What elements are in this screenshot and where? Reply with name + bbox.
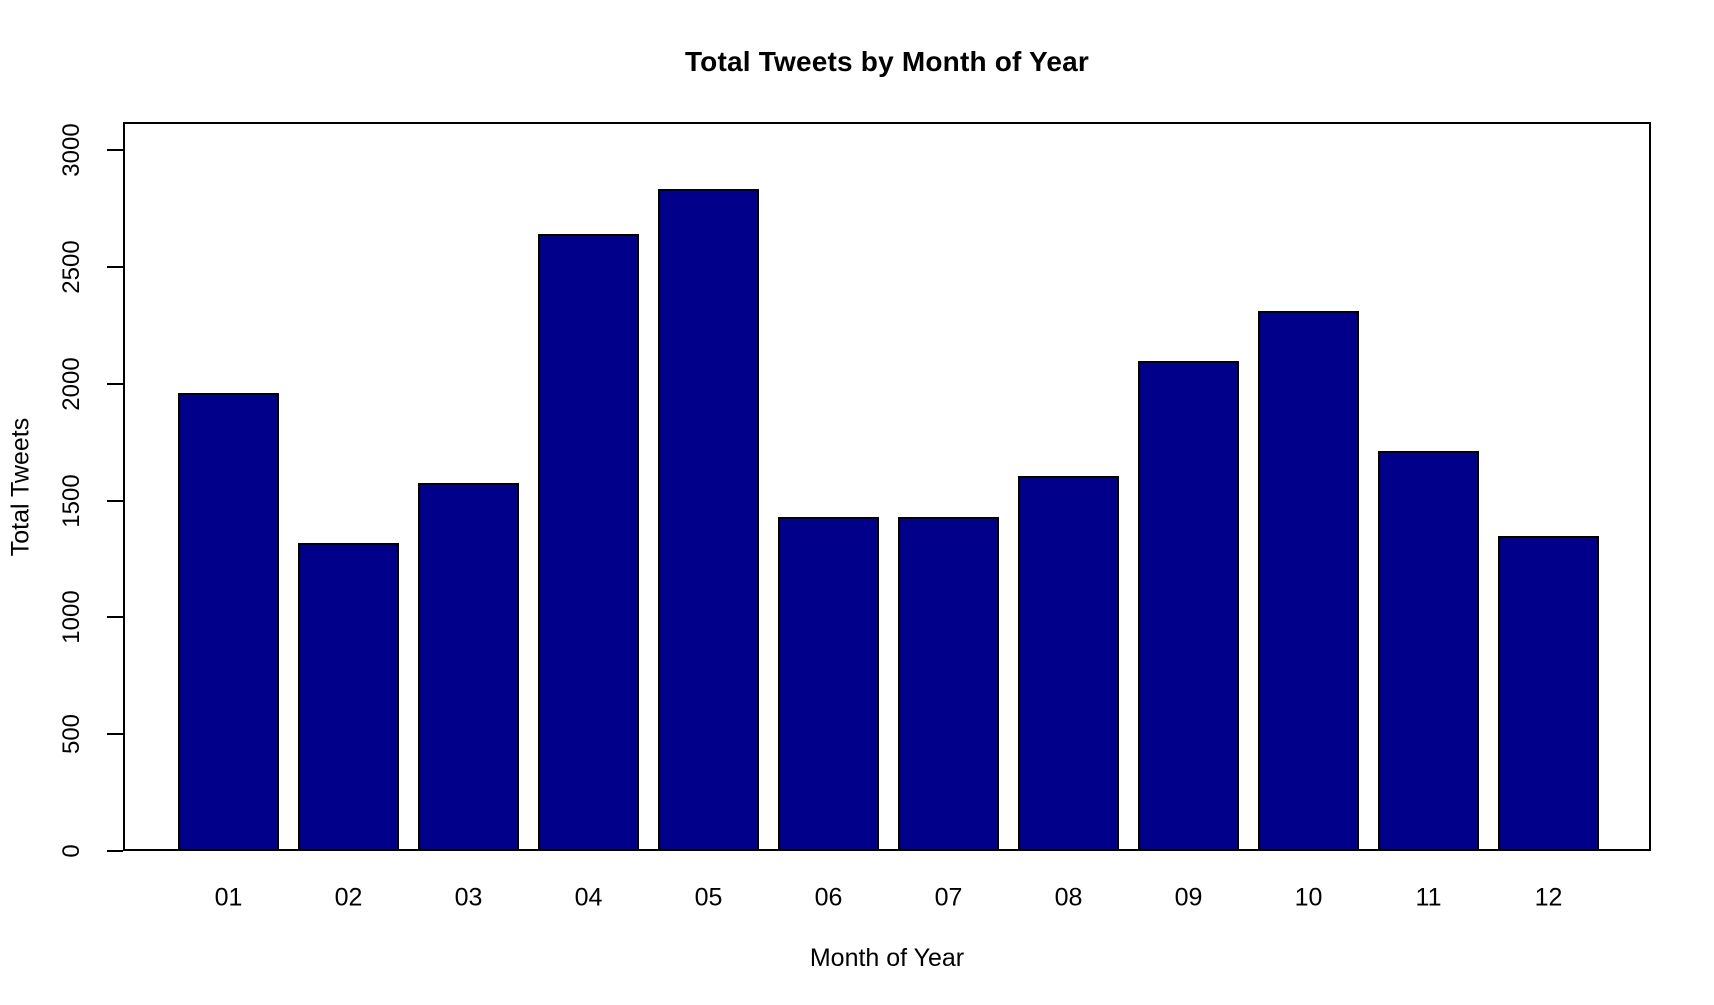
y-tick-mark xyxy=(107,733,123,736)
bar-month-11 xyxy=(1378,451,1479,851)
y-tick-label: 0 xyxy=(58,844,85,858)
y-tick-label: 2000 xyxy=(58,356,85,411)
x-tick-label-06: 06 xyxy=(814,883,843,912)
bar-month-10 xyxy=(1258,311,1359,851)
x-tick-label-10: 10 xyxy=(1294,883,1323,912)
x-tick-label-02: 02 xyxy=(334,883,363,912)
y-tick-mark xyxy=(107,265,123,268)
y-tick-label: 1000 xyxy=(58,590,85,645)
bar-month-07 xyxy=(898,516,999,851)
bar-month-08 xyxy=(1018,475,1119,851)
bar-month-09 xyxy=(1138,361,1239,851)
chart-title: Total Tweets by Month of Year xyxy=(684,46,1090,77)
y-tick-label: 3000 xyxy=(58,123,85,177)
y-tick-label: 1500 xyxy=(58,473,85,528)
x-tick-label-07: 07 xyxy=(934,883,963,912)
bar-month-06 xyxy=(778,516,879,851)
y-tick-mark xyxy=(107,382,123,385)
bar-month-02 xyxy=(298,542,399,851)
x-tick-label-12: 12 xyxy=(1534,883,1563,912)
bar-month-03 xyxy=(418,482,519,851)
bar-month-01 xyxy=(178,393,279,851)
y-tick-mark xyxy=(107,850,123,852)
y-tick-mark xyxy=(107,149,123,151)
x-tick-label-09: 09 xyxy=(1174,883,1203,912)
y-tick-mark xyxy=(107,616,123,619)
bar-month-05 xyxy=(658,188,759,851)
x-tick-label-08: 08 xyxy=(1054,883,1083,912)
y-tick-label: 500 xyxy=(58,714,85,755)
x-axis-title: Month of Year xyxy=(809,944,965,972)
x-tick-label-01: 01 xyxy=(214,883,243,912)
bar-month-04 xyxy=(538,234,639,851)
x-tick-label-11: 11 xyxy=(1415,883,1442,912)
x-tick-label-03: 03 xyxy=(454,883,483,912)
y-tick-label: 2500 xyxy=(58,240,85,294)
x-tick-label-04: 04 xyxy=(574,883,603,912)
y-tick-mark xyxy=(107,499,123,502)
bar-month-12 xyxy=(1498,535,1599,851)
y-axis-title: Total Tweets xyxy=(6,417,35,557)
x-tick-label-05: 05 xyxy=(694,883,723,912)
